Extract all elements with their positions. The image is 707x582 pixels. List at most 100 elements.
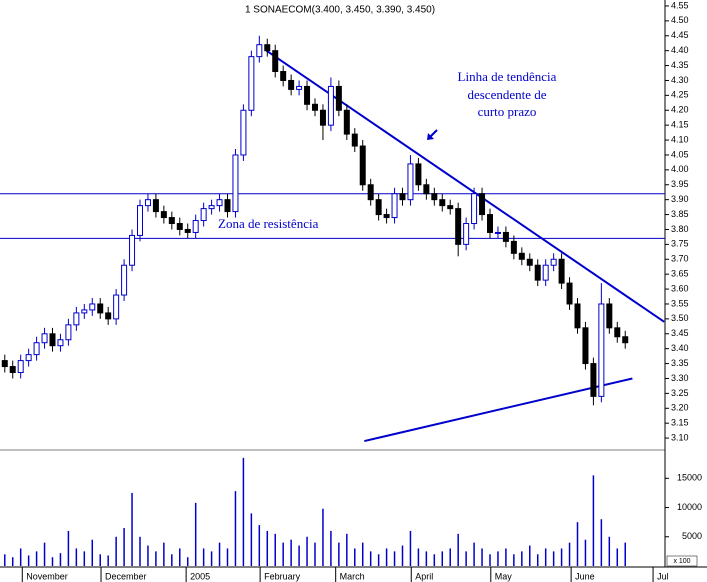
annotation: curto prazo — [478, 104, 537, 119]
candle-body — [9, 366, 16, 374]
arrow — [427, 129, 438, 140]
y-tick-label: 3.70 — [671, 254, 689, 264]
candle-body — [200, 208, 207, 222]
y-tick-label: 4.45 — [671, 30, 689, 40]
y-tick-label: 3.25 — [671, 388, 689, 398]
y-tick-label: 3.15 — [671, 418, 689, 428]
y-tick-label: 4.20 — [671, 105, 689, 115]
candle-body — [614, 327, 621, 338]
candle-body — [606, 303, 613, 329]
x-tick-label: 2005 — [190, 571, 210, 581]
candle-body — [574, 303, 581, 329]
volume-unit: x 100 — [673, 558, 690, 565]
candle-body — [256, 44, 263, 58]
candle-body — [558, 258, 565, 284]
y-tick-label: 3.75 — [671, 239, 689, 249]
candle-body — [423, 184, 430, 195]
y-tick-label: 4.50 — [671, 15, 689, 25]
candle-body — [216, 199, 223, 207]
y-tick-label: 3.50 — [671, 313, 689, 323]
candle-body — [335, 85, 342, 111]
candle-body — [455, 208, 462, 245]
y-tick-label: 3.85 — [671, 209, 689, 219]
candle-body — [327, 85, 334, 126]
y-tick-label: 4.25 — [671, 90, 689, 100]
y-tick-label: 4.35 — [671, 60, 689, 70]
candle-body — [89, 303, 96, 311]
y-tick-label: 3.65 — [671, 269, 689, 279]
candle-body — [510, 240, 517, 254]
candle-body — [622, 336, 629, 344]
candle-body — [312, 103, 318, 111]
y-tick-label: 3.60 — [671, 283, 689, 293]
candle-body — [248, 56, 255, 111]
candle-body — [224, 199, 231, 213]
annotation: Zona de resistência — [218, 216, 319, 231]
candle-body — [264, 44, 271, 52]
candle-body — [391, 193, 398, 219]
candle-body — [192, 220, 199, 233]
candle-body — [208, 205, 215, 210]
candle-body — [176, 223, 183, 230]
candle-body — [144, 199, 151, 207]
x-tick-label: April — [415, 571, 433, 581]
y-tick-label: 4.10 — [671, 134, 689, 144]
candle-body — [439, 199, 446, 207]
candle-body — [121, 264, 128, 296]
candle-body — [57, 339, 64, 347]
candle-body — [343, 109, 350, 135]
x-tick-label: November — [26, 571, 68, 581]
candle-body — [319, 109, 326, 126]
x-tick-label: Jul — [657, 571, 669, 581]
candle-body — [1, 360, 8, 368]
y-tick-label: 4.40 — [671, 45, 689, 55]
y-tick-label: 10000 — [677, 502, 702, 512]
candle-body — [399, 193, 406, 201]
x-tick-label: February — [264, 571, 301, 581]
candle-body — [447, 205, 454, 210]
y-tick-label: 15000 — [677, 473, 702, 483]
candle-body — [184, 228, 191, 233]
y-tick-label: 5000 — [682, 531, 702, 541]
x-tick-label: March — [340, 571, 365, 581]
candle-body — [502, 231, 509, 242]
y-tick-label: 4.55 — [671, 0, 689, 10]
y-tick-label: 4.30 — [671, 75, 689, 85]
candle-body — [471, 193, 478, 225]
candle-body — [17, 360, 24, 374]
candle-body — [304, 85, 311, 105]
candle-body — [168, 217, 175, 225]
candle-body — [367, 184, 374, 201]
candle-body — [526, 258, 533, 266]
candle-body — [415, 163, 422, 186]
candle-body — [97, 303, 104, 314]
y-tick-label: 3.20 — [671, 403, 689, 413]
candle-body — [407, 163, 414, 201]
candle-body — [232, 154, 239, 213]
x-tick-label: December — [105, 571, 147, 581]
candle-body — [272, 50, 279, 73]
candle-body — [534, 264, 541, 281]
candle-body — [113, 294, 120, 320]
candle-body — [33, 342, 40, 356]
y-tick-label: 3.80 — [671, 224, 689, 234]
annotation: Linha de tendência — [458, 69, 557, 84]
y-tick-label: 3.95 — [671, 179, 689, 189]
candle-body — [49, 333, 56, 347]
candle-body — [105, 312, 112, 320]
candle-body — [598, 303, 605, 397]
candle-body — [73, 312, 80, 326]
candle-body — [479, 193, 486, 216]
candle-body — [431, 193, 438, 201]
candle-body — [25, 354, 32, 362]
candle-body — [463, 223, 470, 245]
unit-box — [666, 555, 698, 567]
y-tick-label: 3.35 — [671, 358, 689, 368]
y-tick-label: 3.55 — [671, 298, 689, 308]
candle-body — [288, 79, 295, 90]
candle-body — [160, 211, 167, 219]
annotation: descendente de — [467, 87, 546, 102]
y-tick-label: 4.05 — [671, 149, 689, 159]
